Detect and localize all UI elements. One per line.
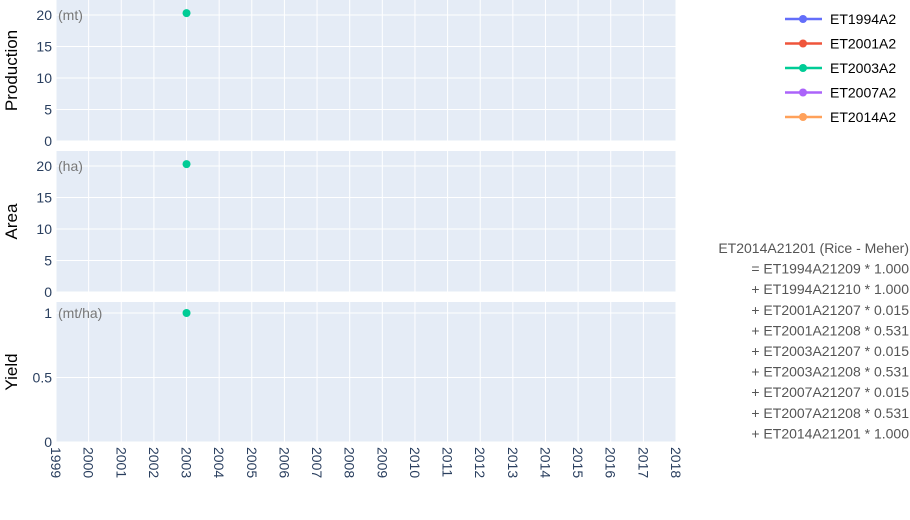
x-tick-label: 2013 — [505, 447, 521, 478]
x-tick-label: 2002 — [146, 447, 162, 478]
legend-marker — [799, 88, 807, 97]
y-tick-label: 5 — [44, 102, 52, 118]
panel-area: 0 5 10 15 20 (ha) Area — [2, 151, 677, 300]
unit-label: (ha) — [58, 158, 83, 174]
formula-line: + ET2001A21207 * 0.015 — [751, 302, 909, 318]
legend-label: ET2014A2 — [830, 109, 896, 125]
y-axis-title: Yield — [2, 353, 21, 390]
legend-item: ET2003A2 — [785, 60, 896, 76]
y-tick-label: 20 — [36, 7, 52, 23]
x-tick-label: 2018 — [668, 447, 684, 478]
legend-marker — [799, 39, 807, 48]
y-tick-label: 0.5 — [33, 370, 53, 386]
x-tick-label: 2009 — [374, 447, 390, 478]
x-tick-label: 2011 — [440, 447, 456, 477]
x-tick-label: 2014 — [537, 447, 553, 478]
legend-label: ET2001A2 — [830, 36, 896, 52]
legend-item: ET2014A2 — [785, 109, 896, 125]
x-tick-label: 2016 — [603, 447, 619, 478]
formula-line: ET2014A21201 (Rice - Meher) — [718, 240, 909, 256]
panel-production: 0 5 10 15 20 (mt) Production — [2, 0, 677, 149]
x-axis: 1999 2000 2001 2002 2003 2004 2005 2006 2007 2008… — [48, 447, 684, 478]
legend-item: ET2001A2 — [785, 36, 896, 52]
y-axis-title: Production — [2, 30, 21, 111]
panel-background — [56, 0, 676, 141]
data-point — [182, 309, 191, 317]
formula-annotation: ET2014A21201 (Rice - Meher) = ET1994A2120… — [718, 240, 909, 441]
y-tick-label: 15 — [36, 39, 52, 55]
legend-label: ET2003A2 — [830, 60, 896, 76]
y-tick-label: 0 — [44, 284, 52, 300]
x-tick-label: 2012 — [472, 447, 488, 478]
legend-label: ET1994A2 — [830, 11, 896, 27]
formula-line: + ET1994A21210 * 1.000 — [751, 281, 909, 297]
y-tick-label: 10 — [36, 221, 52, 237]
panel-background — [56, 302, 676, 442]
formula-line: + ET2007A21207 * 0.015 — [751, 384, 909, 400]
y-tick-label: 0 — [44, 434, 52, 450]
x-tick-label: 2003 — [179, 447, 195, 478]
legend-marker — [799, 15, 807, 23]
data-point — [182, 160, 191, 169]
unit-label: (mt/ha) — [58, 305, 102, 321]
x-tick-label: 2005 — [244, 447, 260, 478]
formula-line: + ET2014A21201 * 1.000 — [751, 425, 909, 441]
legend-marker — [799, 64, 807, 72]
x-tick-label: 2006 — [276, 447, 292, 478]
formula-line: + ET2003A21207 * 0.015 — [751, 343, 909, 359]
data-point — [182, 9, 191, 18]
y-tick-label: 1 — [44, 305, 52, 321]
x-tick-label: 2004 — [211, 447, 227, 478]
y-tick-label: 0 — [44, 133, 52, 149]
legend-item: ET1994A2 — [785, 11, 896, 27]
legend-marker — [799, 113, 807, 121]
y-tick-label: 5 — [44, 253, 52, 269]
x-tick-label: 2017 — [635, 447, 651, 478]
x-tick-label: 2010 — [407, 447, 423, 478]
formula-line: + ET2003A21208 * 0.531 — [751, 364, 909, 380]
y-axis-title: Area — [2, 203, 21, 239]
formula-line: + ET2001A21208 * 0.531 — [751, 322, 909, 338]
y-tick-label: 20 — [36, 158, 52, 174]
x-tick-label: 2008 — [342, 447, 358, 478]
legend-item: ET2007A2 — [785, 85, 896, 101]
formula-line: = ET1994A21209 * 1.000 — [751, 261, 909, 277]
y-tick-label: 15 — [36, 190, 52, 206]
x-tick-label: 1999 — [48, 447, 64, 478]
x-tick-label: 2001 — [113, 447, 129, 478]
panel-background — [56, 151, 676, 292]
x-tick-label: 2007 — [309, 447, 325, 478]
y-tick-label: 10 — [36, 70, 52, 86]
x-tick-label: 2015 — [570, 447, 586, 478]
x-tick-label: 2000 — [81, 447, 97, 478]
unit-label: (mt) — [58, 7, 83, 23]
legend: ET1994A2 ET2001A2 ET2003A2 ET2007A2 ET2014A2 — [785, 11, 896, 125]
formula-line: + ET2007A21208 * 0.531 — [751, 405, 909, 421]
panel-yield: 0 0.5 1 (mt/ha) Yield — [2, 302, 677, 450]
legend-label: ET2007A2 — [830, 85, 896, 101]
